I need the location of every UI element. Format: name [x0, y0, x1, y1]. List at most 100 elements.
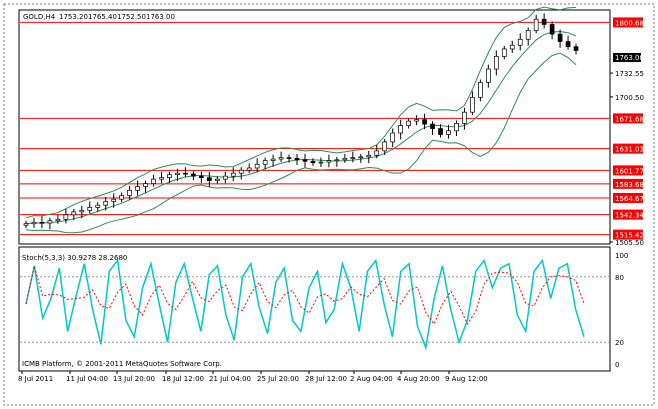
- time-axis-label: 9 Aug 12:00: [445, 375, 488, 383]
- candle-body: [501, 48, 507, 57]
- stoch-axis-label: 100: [615, 252, 628, 260]
- level-tag: [613, 113, 643, 124]
- candle-body: [557, 33, 563, 42]
- price-axis: 1800.68 1671.68 1631.03 1601.77 1583.68 1564.…: [610, 17, 644, 247]
- candle-body: [199, 175, 204, 179]
- candle-body: [246, 167, 252, 171]
- candle-body: [191, 173, 196, 177]
- candle-body: [95, 204, 101, 208]
- time-axis-label: 11 Jul 04:00: [66, 375, 108, 383]
- candle-body: [63, 214, 69, 220]
- candle-body: [326, 160, 332, 163]
- ohlc-low: 1752.50: [117, 13, 146, 21]
- candle-body: [342, 157, 348, 161]
- candle-body: [478, 82, 483, 98]
- level-tag-label: 1515.42: [615, 232, 644, 240]
- candle-body: [549, 24, 555, 35]
- candle-body: [462, 111, 467, 124]
- level-tag: [613, 165, 643, 176]
- candle-body: [422, 119, 427, 125]
- candle-body: [47, 220, 53, 224]
- level-tag-label: 1671.68: [615, 115, 644, 123]
- current-price-label: 1763.00: [615, 54, 644, 62]
- time-axis-label: 2 Aug 04:00: [350, 375, 393, 383]
- candle-body: [414, 119, 419, 122]
- time-axis: 8 Jul 2011 11 Jul 04:00 13 Jul 20:00 18 Jul…: [18, 371, 488, 383]
- candle-body: [278, 157, 284, 160]
- candle-body: [573, 46, 579, 51]
- candle-body: [127, 189, 132, 196]
- window-border: [3, 3, 655, 406]
- copyright-text: ICMB Platform, © 2001-2011 MetaQuotes So…: [22, 360, 222, 368]
- stoch-axis: 100 80 20 0: [615, 252, 628, 369]
- candle-body: [159, 177, 164, 180]
- ohlc-high: 1765.40: [88, 13, 117, 21]
- ohlc-close: 1763.00: [146, 13, 175, 21]
- level-tag-label: 1631.03: [615, 146, 644, 154]
- candle-body: [238, 169, 244, 174]
- candle-body: [262, 160, 268, 165]
- candle-body: [135, 186, 140, 191]
- candle-body: [23, 223, 29, 226]
- stoch-axis-label: 0: [615, 361, 619, 369]
- level-tag: [613, 143, 643, 154]
- candles: [23, 13, 579, 230]
- candle-body: [103, 201, 109, 206]
- candle-body: [31, 221, 37, 225]
- candle-body: [175, 172, 180, 176]
- price-axis-label: 1732.55: [615, 70, 644, 78]
- candle-body: [485, 68, 491, 83]
- time-axis-label: 8 Jul 2011: [18, 375, 53, 383]
- candle-body: [454, 123, 459, 132]
- candle-body: [302, 159, 308, 162]
- level-tag-label: 1800.68: [615, 19, 644, 27]
- candle-body: [493, 56, 499, 70]
- candle-body: [406, 120, 411, 126]
- price-axis-label: 1700.50: [615, 94, 644, 102]
- current-price-marker: [613, 53, 641, 62]
- candle-body: [358, 156, 364, 159]
- candle-body: [390, 132, 396, 143]
- candle-body: [55, 218, 61, 222]
- candle-body: [533, 18, 539, 31]
- candle-body: [446, 130, 451, 135]
- upper-band: [25, 6, 577, 219]
- level-tag: [613, 17, 643, 28]
- middle-band: [25, 30, 577, 225]
- candle-body: [525, 30, 531, 40]
- candle-body: [254, 163, 260, 169]
- ohlc-open: 1753.20: [59, 13, 88, 21]
- candle-body: [39, 221, 45, 224]
- candle-body: [111, 198, 117, 202]
- time-axis-label: 25 Jul 20:00: [257, 375, 299, 383]
- stoch-signal-line: [25, 265, 585, 326]
- level-tag-label: 1601.77: [615, 167, 644, 175]
- candle-body: [143, 183, 148, 187]
- candle-body: [509, 44, 515, 50]
- level-tag: [613, 209, 643, 220]
- candle-body: [350, 157, 356, 159]
- candle-body: [230, 172, 236, 177]
- candle-body: [214, 178, 220, 181]
- candle-body: [167, 174, 172, 179]
- candle-body: [119, 195, 125, 200]
- candle-body: [374, 150, 380, 156]
- candle-body: [79, 210, 85, 213]
- level-tag: [613, 229, 643, 240]
- stoch-axis-label: 20: [615, 339, 624, 347]
- envelope-bands: [25, 6, 577, 234]
- candle-body: [310, 160, 316, 164]
- level-tag: [613, 192, 643, 203]
- level-tag: [613, 178, 643, 189]
- candle-body: [294, 157, 300, 161]
- level-tag-label: 1542.34: [615, 212, 644, 220]
- stoch-panel[interactable]: [18, 246, 611, 372]
- time-axis-label: 4 Aug 20:00: [397, 375, 440, 383]
- candle-body: [541, 18, 547, 25]
- time-axis-label: 28 Jul 12:00: [305, 375, 347, 383]
- level-tag-label: 1564.67: [615, 195, 644, 203]
- candle-body: [318, 161, 324, 164]
- candle-body: [270, 158, 276, 161]
- time-axis-label: 21 Jul 04:00: [209, 375, 251, 383]
